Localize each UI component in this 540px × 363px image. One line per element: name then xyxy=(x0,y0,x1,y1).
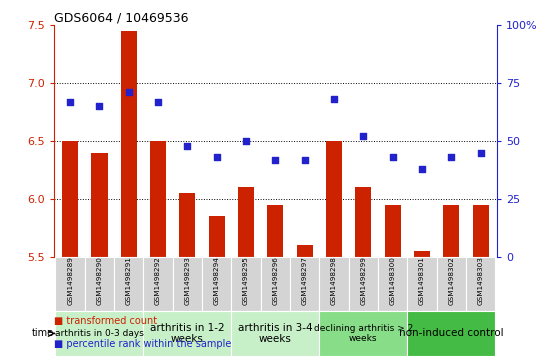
Bar xyxy=(56,257,85,311)
Bar xyxy=(173,257,202,311)
Bar xyxy=(384,205,401,257)
Bar xyxy=(443,205,460,257)
Text: arthritis in 3-4
weeks: arthritis in 3-4 weeks xyxy=(238,323,313,344)
Bar xyxy=(407,257,437,311)
Bar xyxy=(414,251,430,257)
Text: ■ percentile rank within the sample: ■ percentile rank within the sample xyxy=(54,339,231,350)
Text: GSM1498298: GSM1498298 xyxy=(331,256,337,305)
Text: GSM1498295: GSM1498295 xyxy=(243,256,249,305)
Point xyxy=(300,156,309,162)
Text: arthritis in 0-3 days: arthritis in 0-3 days xyxy=(55,329,144,338)
Text: GSM1498294: GSM1498294 xyxy=(214,256,220,305)
Point xyxy=(212,154,221,160)
Bar xyxy=(144,311,232,356)
Point xyxy=(418,166,427,172)
Bar xyxy=(232,311,319,356)
Bar xyxy=(85,257,114,311)
Point xyxy=(388,154,397,160)
Bar xyxy=(290,257,319,311)
Bar xyxy=(349,257,378,311)
Bar xyxy=(202,257,232,311)
Bar xyxy=(261,257,290,311)
Text: non-induced control: non-induced control xyxy=(399,329,504,338)
Point xyxy=(330,97,339,102)
Text: GSM1498289: GSM1498289 xyxy=(67,256,73,305)
Text: GSM1498292: GSM1498292 xyxy=(155,256,161,305)
Point xyxy=(154,99,163,105)
Bar xyxy=(466,257,495,311)
Point xyxy=(447,154,456,160)
Bar xyxy=(267,205,284,257)
Bar xyxy=(114,257,144,311)
Text: GSM1498297: GSM1498297 xyxy=(302,256,308,305)
Text: GSM1498303: GSM1498303 xyxy=(478,256,484,305)
Text: GSM1498296: GSM1498296 xyxy=(272,256,279,305)
Text: GDS6064 / 10469536: GDS6064 / 10469536 xyxy=(54,11,188,24)
Text: GSM1498293: GSM1498293 xyxy=(185,256,191,305)
Bar xyxy=(179,193,195,257)
Bar xyxy=(121,31,137,257)
Text: arthritis in 1-2
weeks: arthritis in 1-2 weeks xyxy=(150,323,225,344)
Text: GSM1498302: GSM1498302 xyxy=(448,256,454,305)
Bar xyxy=(355,187,372,257)
Text: GSM1498301: GSM1498301 xyxy=(419,256,425,305)
Bar xyxy=(232,257,261,311)
Point xyxy=(359,134,368,139)
Bar xyxy=(238,187,254,257)
Point xyxy=(271,156,280,162)
Bar xyxy=(144,257,173,311)
Bar xyxy=(208,216,225,257)
Bar xyxy=(472,205,489,257)
Bar xyxy=(326,141,342,257)
Text: GSM1498291: GSM1498291 xyxy=(126,256,132,305)
Bar xyxy=(62,141,78,257)
Text: GSM1498299: GSM1498299 xyxy=(360,256,366,305)
Bar xyxy=(56,311,144,356)
Bar xyxy=(296,245,313,257)
Text: time: time xyxy=(32,329,55,338)
Bar xyxy=(91,152,107,257)
Point xyxy=(242,138,251,144)
Point xyxy=(95,103,104,109)
Text: GSM1498290: GSM1498290 xyxy=(97,256,103,305)
Point xyxy=(183,143,192,148)
Bar xyxy=(437,257,466,311)
Text: ■ transformed count: ■ transformed count xyxy=(54,316,157,326)
Bar xyxy=(407,311,495,356)
Text: declining arthritis > 2
weeks: declining arthritis > 2 weeks xyxy=(314,324,413,343)
Bar xyxy=(378,257,407,311)
Point xyxy=(476,150,485,155)
Point xyxy=(66,99,75,105)
Bar xyxy=(319,257,349,311)
Text: GSM1498300: GSM1498300 xyxy=(390,256,396,305)
Bar xyxy=(319,311,407,356)
Bar xyxy=(150,141,166,257)
Point xyxy=(124,90,133,95)
